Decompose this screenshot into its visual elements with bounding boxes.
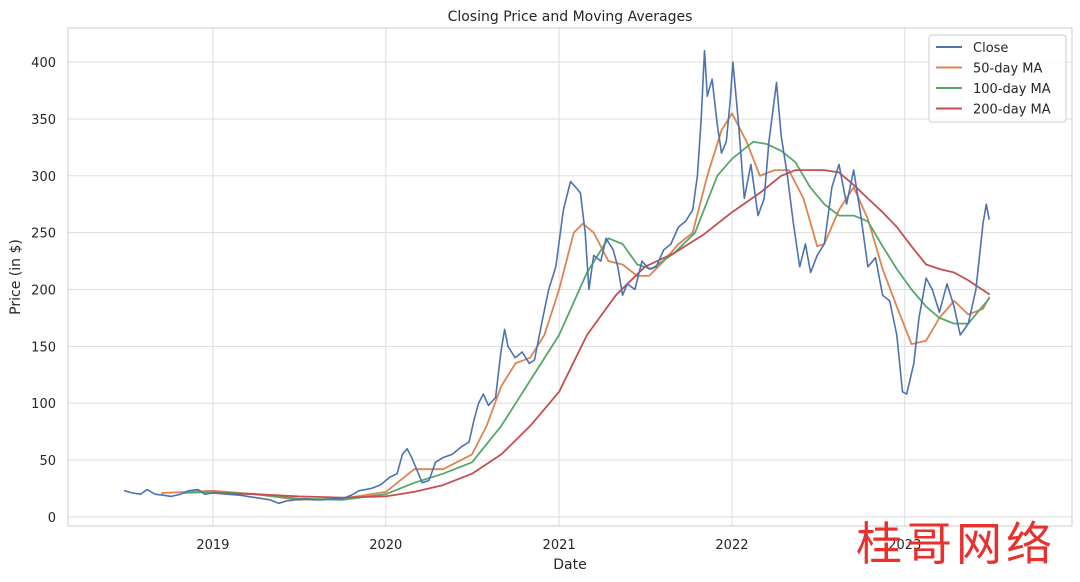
grid	[68, 28, 1072, 526]
x-tick-label: 2023	[888, 538, 921, 553]
legend: Close 50-day MA 100-day MA 200-day MA	[928, 34, 1067, 123]
y-tick-label: 400	[31, 56, 56, 71]
legend-entry: Close	[936, 41, 1008, 56]
series-200-day-ma	[212, 169, 990, 499]
series-layer	[124, 49, 990, 505]
series-line	[183, 140, 990, 501]
legend-entry: 50-day MA	[936, 62, 1042, 77]
legend-label: Close	[973, 41, 1008, 56]
y-tick-label: 150	[31, 340, 56, 355]
legend-entry: 100-day MA	[936, 82, 1051, 97]
legend-label: 100-day MA	[973, 82, 1051, 97]
y-axis-ticks: 0 50 100 150 200 250 300 350 400	[31, 56, 56, 526]
legend-entry: 200-day MA	[936, 103, 1051, 118]
x-axis-label: Date	[553, 557, 586, 573]
y-tick-label: 250	[31, 227, 56, 242]
y-tick-label: 50	[39, 454, 56, 469]
y-tick-label: 300	[31, 170, 56, 185]
legend-box	[928, 34, 1067, 123]
legend-label: 50-day MA	[973, 62, 1042, 77]
chart-title: Closing Price and Moving Averages	[448, 9, 693, 25]
legend-label: 200-day MA	[973, 103, 1051, 118]
x-tick-label: 2020	[369, 538, 402, 553]
y-tick-label: 200	[31, 284, 56, 299]
y-tick-label: 100	[31, 397, 56, 412]
x-tick-label: 2022	[715, 538, 748, 553]
x-axis-ticks: 2019 2020 2021 2022 2023	[196, 538, 921, 553]
x-tick-label: 2019	[196, 538, 229, 553]
y-tick-label: 0	[48, 511, 56, 526]
plot-frame	[67, 27, 1073, 527]
series-line	[212, 169, 990, 499]
series-line	[124, 49, 990, 505]
series-close	[124, 49, 990, 505]
y-axis-label: Price (in $)	[8, 239, 24, 315]
watermark: 桂哥网络	[856, 517, 1056, 571]
y-tick-label: 350	[31, 113, 56, 128]
x-tick-label: 2021	[543, 538, 576, 553]
